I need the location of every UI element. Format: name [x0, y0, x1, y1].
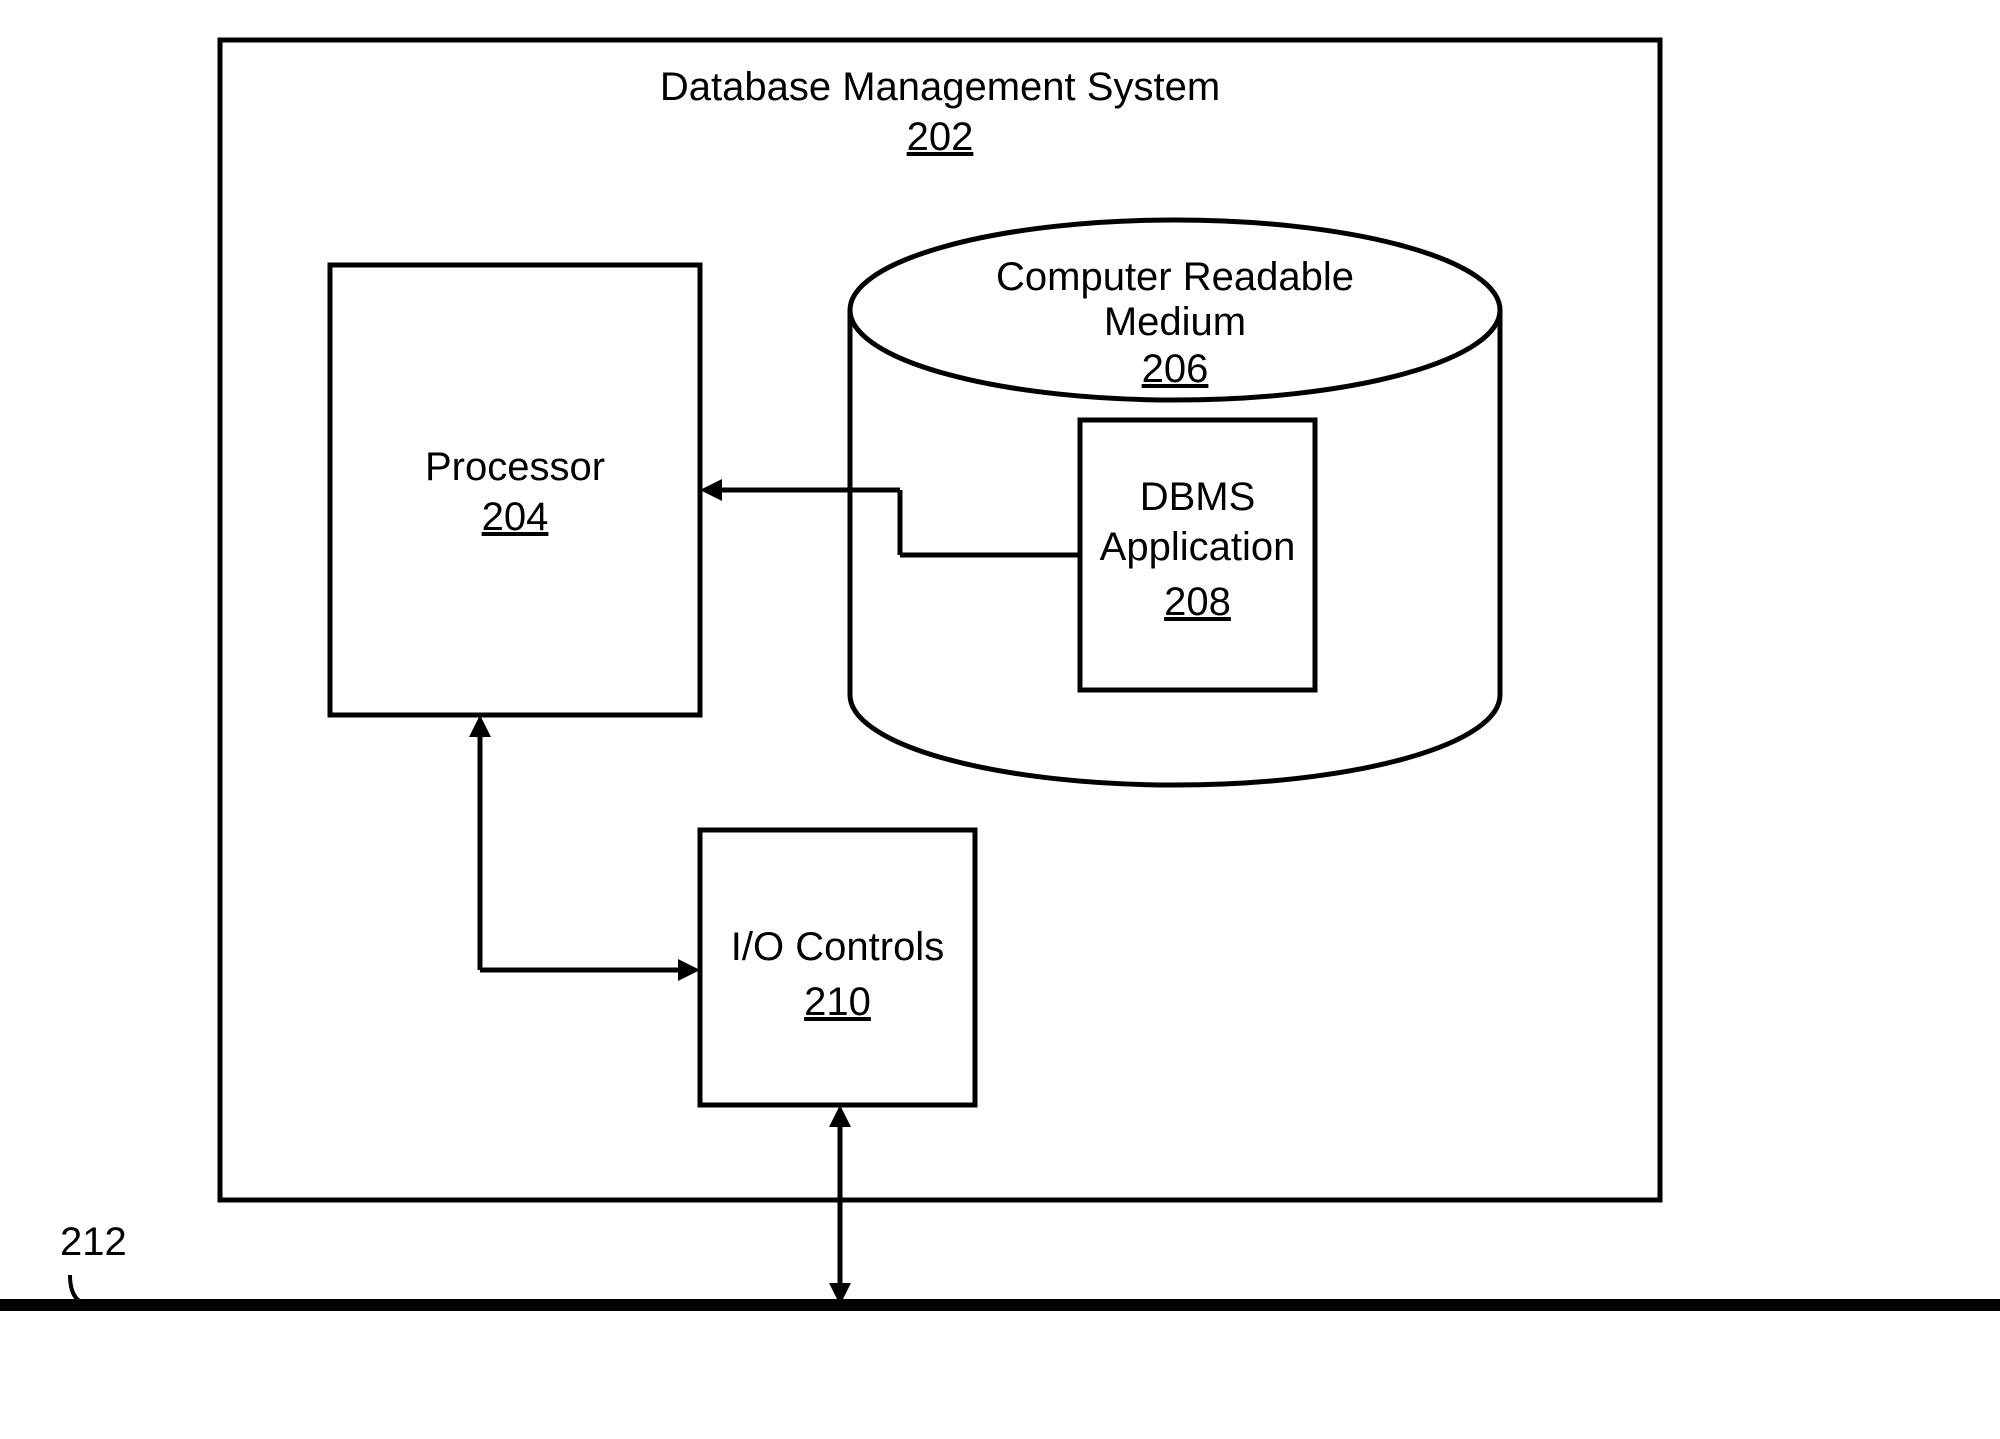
svg-text:Medium: Medium: [1104, 300, 1246, 344]
svg-text:Computer Readable: Computer Readable: [996, 255, 1354, 299]
svg-text:210: 210: [804, 980, 871, 1024]
arrow-dbms-to-processor: [700, 479, 1080, 555]
arrow-processor-io: [469, 715, 700, 981]
svg-text:204: 204: [482, 495, 549, 539]
svg-text:I/O Controls: I/O Controls: [731, 925, 944, 969]
arrow-io-bus: [829, 1105, 851, 1305]
io-controls-box: I/O Controls 210: [700, 830, 975, 1105]
svg-text:202: 202: [907, 115, 974, 159]
svg-text:Processor: Processor: [425, 445, 605, 489]
processor-box: Processor 204: [330, 265, 700, 715]
svg-text:208: 208: [1164, 580, 1231, 624]
svg-text:206: 206: [1142, 347, 1209, 391]
svg-text:Application: Application: [1100, 525, 1296, 569]
container-box: Database Management System 202: [220, 40, 1660, 1200]
svg-text:DBMS: DBMS: [1140, 475, 1256, 519]
svg-text:Database Management System: Database Management System: [660, 65, 1220, 109]
svg-text:212: 212: [60, 1220, 127, 1264]
bus-line: 212: [0, 1220, 2000, 1305]
dbms-app-box: DBMS Application 208: [1080, 420, 1315, 690]
